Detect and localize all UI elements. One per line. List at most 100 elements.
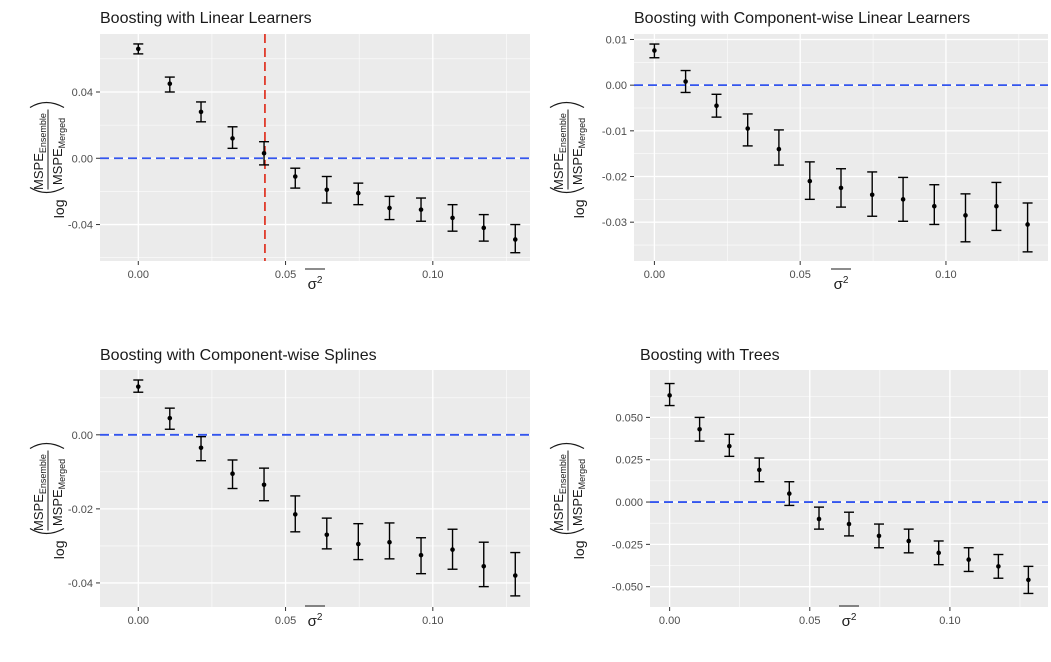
data-point [846,521,852,527]
errorbar [478,541,489,588]
data-point [135,46,141,52]
y-tick-label: -0.04 [68,220,93,232]
x-axis-label: σ2 [305,268,325,293]
errorbar [991,181,1002,232]
errorbar [933,540,944,566]
data-point [387,205,392,211]
data-point [727,443,732,449]
errorbar [898,176,909,222]
data-point [966,557,971,562]
data-point [198,109,204,115]
chart-title: Boosting with Linear Learners [100,10,312,27]
y-tick-label: 0.025 [615,455,643,467]
data-point [450,547,455,552]
data-point [418,552,424,558]
panel-background [634,34,1048,261]
errorbar [784,481,795,507]
errorbar [754,457,765,483]
errorbar [664,382,675,407]
y-tick-label: -0.04 [68,578,93,590]
y-axis-label-paren-right [29,442,65,450]
data-point [292,512,298,517]
errorbar [164,76,175,93]
data-point [261,482,267,488]
x-axis-label: σ2 [839,605,859,630]
y-tick-label: -0.02 [602,172,627,184]
x-tick-label: 0.05 [275,615,296,627]
errorbar [694,416,705,442]
panel-background [100,370,530,607]
y-axis-label-denominator: MSPEMerged [50,118,67,185]
data-point [787,491,792,496]
errorbar [510,551,521,597]
errorbar [814,506,825,530]
errorbar [804,161,815,201]
y-axis-label-numerator: MSPEEnsemble [31,454,48,531]
errorbar [447,528,458,570]
y-tick-label: 0.01 [606,34,627,46]
data-point [931,203,937,209]
errorbar [196,435,207,462]
x-tick-label: 0.00 [644,269,665,281]
y-axis-label-numerator: MSPEEnsemble [551,454,568,531]
data-point [1025,222,1030,227]
errorbar [649,43,660,59]
errorbar [680,69,691,94]
y-axis-label-numerator: MSPEEnsemble [31,113,48,190]
errorbar [903,528,914,554]
data-point [324,187,330,193]
chart-title: Boosting with Trees [640,347,780,364]
panel-4: 0.00 0.05 0.10 -0.050 -0.025 0.000 0.025 0.050 B… [549,347,1048,630]
y-tick-label: 0.04 [72,87,93,99]
y-axis-label-denominator: MSPEMerged [570,459,587,526]
x-tick-label: 0.10 [422,269,443,281]
y-axis-label-paren-left [29,527,65,535]
errorbar [478,213,489,242]
errorbar [773,129,784,166]
errorbar [259,141,270,166]
data-point [936,550,941,556]
data-point [167,415,173,421]
errorbar [416,537,427,575]
data-point [418,207,424,212]
x-tick-label: 0.05 [799,615,820,627]
x-tick-label: 0.10 [939,615,960,627]
errorbar [836,168,846,208]
x-axis-label-text: σ2 [834,275,849,293]
x-axis-label: σ2 [305,605,325,630]
y-axis-label-paren-right [29,101,65,109]
data-point [1026,577,1031,583]
y-tick-label: -0.02 [68,504,93,516]
data-point [355,190,361,196]
y-tick-label: 0.00 [72,153,93,165]
x-tick-label: 0.10 [935,269,956,281]
x-axis-label-text: σ2 [308,275,323,293]
y-axis-label-fn: log [571,541,587,560]
x-tick-label: 0.00 [128,269,149,281]
y-tick-label: 0.00 [606,80,627,92]
x-axis-label-text: σ2 [308,612,323,630]
x-tick-label: 0.05 [789,269,810,281]
errorbar [1022,202,1033,253]
errorbar [384,522,395,560]
data-point [745,126,751,131]
x-tick-label: 0.00 [659,615,680,627]
errorbar [867,171,878,217]
errorbar [227,459,238,490]
errorbar [227,126,238,150]
data-point [261,150,267,156]
data-point [481,563,487,569]
errorbar [353,182,364,206]
data-point [230,136,235,141]
data-point [324,532,330,538]
x-axis-label-text: σ2 [842,612,857,630]
data-point [776,146,782,152]
errorbar [844,511,854,537]
y-axis-label-denominator: MSPEMerged [570,118,587,185]
data-point [198,445,204,451]
chart-title: Boosting with Component-wise Splines [100,347,377,364]
y-axis-label-paren-left [549,527,585,535]
